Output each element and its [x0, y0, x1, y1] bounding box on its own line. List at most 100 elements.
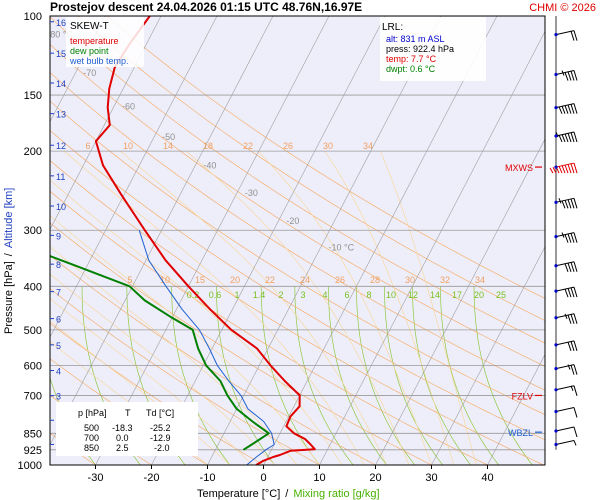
y-axis-title: Pressure [hPa] / Altitude [km] — [3, 188, 15, 334]
barb-dot — [554, 32, 558, 37]
barb-flag — [564, 105, 569, 114]
axes: 1001502003004005006007008509251000123456… — [18, 11, 546, 484]
barb-flag — [558, 134, 563, 143]
barb-dot — [554, 388, 558, 392]
temperature-tick-label: -20 — [144, 472, 160, 484]
isotherm-line — [431, 246, 545, 465]
moist-adiabat-label: 30 — [405, 275, 415, 285]
barb-flag — [564, 164, 569, 174]
barb-half — [573, 440, 577, 446]
table-cell: -2.0 — [154, 443, 170, 453]
barb-flag — [549, 167, 554, 174]
barb-flag — [573, 426, 578, 438]
legend-wetbulb: wet bulb temp. — [69, 56, 129, 66]
mixing-ratio-label: 2 — [278, 290, 283, 300]
legend-box: SKEW-T temperature dew point wet bulb te… — [66, 17, 144, 67]
plot-border — [49, 15, 546, 466]
lrl-altitude: alt: 831 m ASL — [386, 34, 445, 44]
barb-flag — [573, 261, 578, 272]
barb-flag — [552, 167, 557, 174]
mixing-ratio-label: 25 — [496, 290, 506, 300]
isotherm-label: -80 °C — [47, 30, 73, 40]
pressure-tick-label: 400 — [24, 281, 42, 293]
barb-flag — [561, 105, 566, 114]
barb-flag — [567, 288, 572, 298]
isotherm-line — [487, 353, 545, 465]
barb-flag — [570, 365, 575, 375]
barb-flag — [567, 199, 572, 209]
moist-adiabat-label: 26 — [335, 275, 345, 285]
mixing-ratio-label: 3 — [300, 290, 305, 300]
barb-flag — [564, 133, 569, 143]
moist-adiabat-label: 34 — [475, 275, 485, 285]
dry-adiabat — [50, 71, 545, 391]
barb-flag — [567, 104, 572, 114]
wind-barb — [554, 30, 578, 41]
mixing-ratio-label: 20 — [474, 290, 484, 300]
altitude-tick-label: 8 — [56, 260, 61, 270]
lrl-temperature: temp: 7.7 °C — [386, 54, 437, 64]
table-cell: 500 — [84, 423, 99, 433]
level-marker-mxws: MXWS — [505, 163, 533, 173]
sounding-curves — [50, 16, 316, 465]
mixing-ratio-label: 1 — [234, 290, 239, 300]
moist-adiabat-label: 20 — [230, 275, 240, 285]
wind-barb — [554, 340, 578, 352]
table-cell: 2.5 — [116, 443, 129, 453]
legend-title: SKEW-T — [70, 21, 109, 32]
mixing-ratio-label: 8 — [366, 290, 371, 300]
legend-temperature: temperature — [70, 36, 119, 46]
altitude-tick-label: 16 — [56, 18, 66, 28]
barb-dot — [554, 289, 558, 293]
y-axis-title-pressure: Pressure [hPa] — [3, 261, 15, 334]
temperature-curve — [94, 16, 316, 465]
dry-adiabat-label: 34 — [363, 141, 373, 151]
isotherm-label: -50 — [162, 132, 175, 142]
moist-adiabat — [50, 273, 275, 465]
barb-flag — [570, 314, 575, 324]
dry-adiabat-label: 22 — [243, 141, 253, 151]
barb-flag — [567, 233, 572, 243]
isotherm-line — [95, 16, 330, 465]
barb-flag — [570, 132, 575, 143]
dry-adiabat — [77, 16, 545, 321]
dry-adiabat — [106, 16, 545, 299]
barb-flag — [558, 165, 563, 174]
dry-adiabat — [50, 100, 545, 416]
dry-adiabat-label: 18 — [203, 141, 213, 151]
pressure-tick-label: 600 — [24, 360, 42, 372]
barb-flag — [573, 162, 578, 174]
temperature-tick-label: 30 — [425, 472, 437, 484]
wind-barb — [554, 439, 577, 447]
barb-flag — [561, 134, 566, 143]
wind-barb — [554, 385, 578, 396]
barb-dot — [554, 343, 558, 347]
barb-half — [555, 131, 559, 138]
altitude-tick-label: 3 — [56, 392, 61, 402]
barb-flag — [570, 198, 575, 209]
wind-barb — [554, 426, 578, 438]
dry-adiabat-label: 26 — [283, 141, 293, 151]
mixing-ratio-label: 1.4 — [253, 290, 266, 300]
barb-flag — [564, 263, 569, 272]
dry-adiabat-label: 6 — [85, 141, 90, 151]
barb-shaft — [555, 426, 575, 432]
level-marker-wbzl: WBZL — [508, 428, 533, 438]
barb-flag — [561, 200, 566, 209]
altitude-tick-label: 10 — [56, 202, 66, 212]
barb-flag — [573, 232, 578, 243]
barb-flag — [570, 70, 575, 81]
barb-flag — [573, 103, 578, 114]
x-axis-title: Temperature [°C] / Mixing ratio [g/kg] — [197, 488, 380, 500]
barb-flag — [570, 31, 575, 41]
moist-adiabat-label: 5 — [127, 275, 132, 285]
pressure-tick-label: 100 — [24, 11, 42, 23]
barb-half — [570, 385, 574, 391]
barb-flag — [567, 314, 572, 324]
barb-flag — [567, 132, 572, 143]
barb-dot — [554, 72, 558, 77]
temperature-tick-label: 10 — [313, 472, 325, 484]
barb-dot — [554, 442, 558, 447]
barb-flag — [564, 288, 569, 298]
